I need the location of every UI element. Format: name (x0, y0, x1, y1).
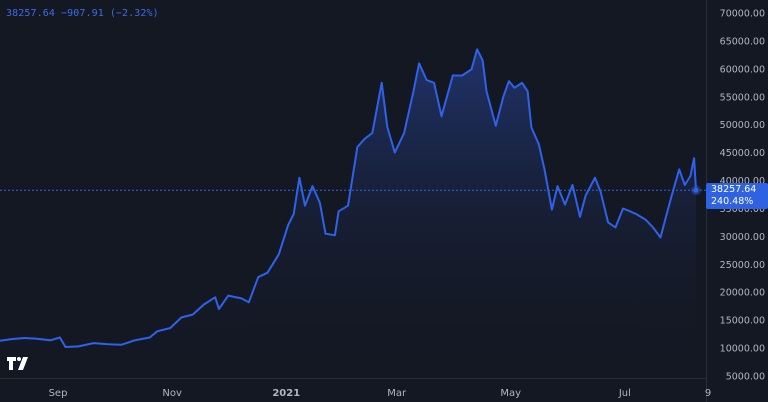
y-tick-label: 30000.00 (720, 232, 765, 243)
area-fill (0, 49, 696, 377)
y-tick-label: 40000.00 (720, 176, 765, 187)
y-tick-label: 10000.00 (720, 344, 765, 355)
y-tick-label: 45000.00 (720, 148, 765, 159)
legend: 38257.64 −907.91 (−2.32%) (6, 8, 165, 19)
x-tick-label: Sep (49, 388, 68, 399)
x-tick-label: Jul (618, 388, 631, 399)
legend-change: −907.91 (60, 8, 104, 19)
x-tick-label: 2021 (272, 388, 300, 399)
y-tick-label: 20000.00 (720, 288, 765, 299)
price-series-line (0, 48, 697, 348)
y-tick-label: 15000.00 (720, 316, 765, 327)
x-tick-label: Mar (387, 388, 407, 399)
y-tick-label: 55000.00 (720, 92, 765, 103)
legend-change-pct: (−2.32%) (109, 8, 159, 19)
y-tick-label: 50000.00 (720, 120, 765, 131)
tradingview-logo-icon[interactable] (6, 354, 30, 372)
y-tick-label: 35000.00 (720, 204, 765, 215)
last-price-value: 38257.64 (711, 184, 757, 195)
y-tick-label: 65000.00 (720, 36, 765, 47)
x-tick-label: May (500, 388, 521, 399)
last-price-percent: 240.48% (711, 196, 754, 207)
x-tick-label: Nov (162, 388, 182, 399)
legend-price: 38257.64 (6, 8, 55, 19)
last-point-marker (693, 187, 699, 193)
y-tick-label: 60000.00 (720, 64, 765, 75)
y-tick-label: 5000.00 (726, 372, 765, 383)
y-tick-label: 25000.00 (720, 260, 765, 271)
x-tick-label: 9 (705, 388, 711, 399)
last-price-badge: 38257.64 240.48% (706, 183, 768, 209)
y-tick-label: 70000.00 (720, 9, 765, 20)
